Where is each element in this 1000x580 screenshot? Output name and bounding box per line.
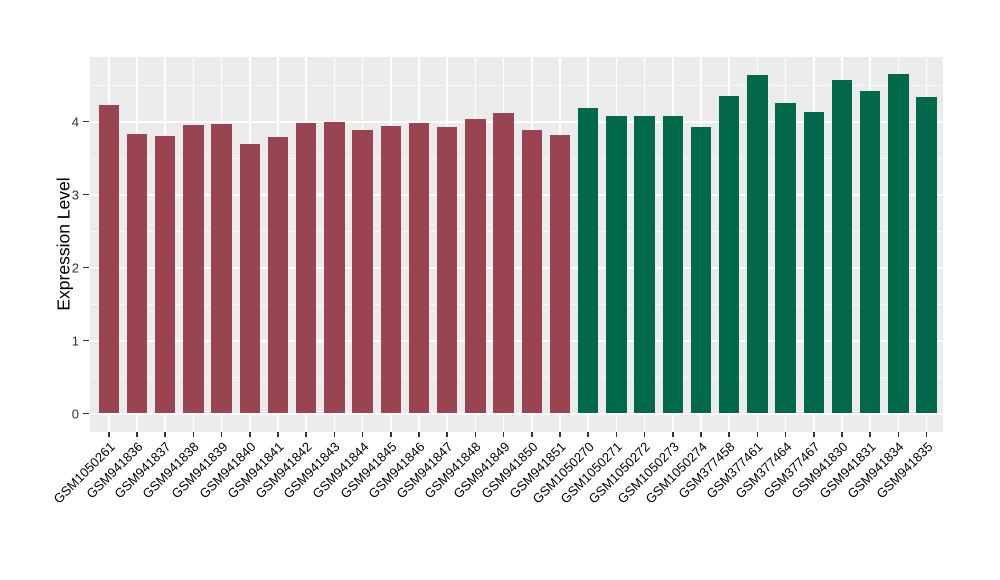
bar-GSM941848 xyxy=(465,118,486,414)
y-tick-mark xyxy=(83,339,89,342)
x-tick-mark xyxy=(615,432,618,437)
y-tick-mark xyxy=(83,266,89,269)
x-tick-mark xyxy=(249,432,251,437)
x-tick-mark xyxy=(136,432,138,437)
bar-GSM941851 xyxy=(549,135,571,414)
x-tick-mark xyxy=(925,432,928,437)
y-tick-label: 0 xyxy=(71,406,79,421)
x-tick-mark xyxy=(502,432,505,437)
y-tick-mark xyxy=(83,120,89,123)
x-tick-mark xyxy=(728,432,730,437)
bar-GSM377467 xyxy=(803,112,825,414)
bar-GSM377464 xyxy=(775,102,796,414)
x-tick-mark xyxy=(672,432,674,437)
minor-gridline xyxy=(90,304,943,305)
x-tick-mark xyxy=(897,432,900,437)
bar-GSM941842 xyxy=(295,122,317,414)
x-tick-mark xyxy=(220,432,223,437)
bar-GSM941845 xyxy=(380,125,402,414)
major-gridline xyxy=(90,193,943,196)
bar-GSM941837 xyxy=(154,136,176,414)
bar-GSM941830 xyxy=(831,79,853,414)
x-tick-mark xyxy=(869,432,871,437)
bar-GSM941839 xyxy=(211,123,232,414)
x-tick-mark xyxy=(587,432,589,437)
major-gridline xyxy=(90,412,943,415)
x-tick-mark xyxy=(474,432,477,437)
y-tick-label: 3 xyxy=(71,187,79,202)
minor-gridline xyxy=(90,377,943,378)
bar-GSM941834 xyxy=(888,74,909,414)
bar-GSM1050273 xyxy=(662,115,684,414)
x-tick-mark xyxy=(700,432,702,437)
x-tick-mark xyxy=(164,432,166,437)
x-tick-mark xyxy=(390,432,392,437)
bar-GSM941847 xyxy=(436,127,458,414)
x-tick-mark xyxy=(108,432,110,437)
bar-GSM1050261 xyxy=(98,105,120,414)
y-tick-label: 4 xyxy=(71,114,79,129)
plot-panel xyxy=(90,57,943,432)
x-tick-mark xyxy=(418,432,420,437)
y-tick-mark xyxy=(83,193,89,196)
y-tick-mark xyxy=(83,412,89,415)
bar-GSM941841 xyxy=(267,136,289,414)
major-gridline xyxy=(90,266,943,269)
bar-GSM941850 xyxy=(521,129,543,414)
x-tick-mark xyxy=(813,432,815,437)
x-tick-mark xyxy=(559,432,561,437)
bar-GSM941844 xyxy=(352,129,373,414)
bar-GSM941846 xyxy=(408,122,430,414)
bar-GSM1050272 xyxy=(634,116,655,414)
bar-GSM1050270 xyxy=(577,107,599,414)
x-tick-mark xyxy=(192,432,195,437)
bar-GSM941838 xyxy=(183,125,204,414)
bar-GSM377461 xyxy=(747,74,768,414)
bar-GSM941836 xyxy=(126,133,148,414)
major-gridline xyxy=(90,120,943,123)
bar-GSM941835 xyxy=(916,97,937,414)
bar-GSM941849 xyxy=(493,113,514,414)
x-tick-mark xyxy=(277,432,279,437)
bar-GSM941843 xyxy=(324,122,345,414)
x-tick-mark xyxy=(784,432,787,437)
y-tick-label: 2 xyxy=(71,260,79,275)
x-tick-mark xyxy=(361,432,364,437)
x-tick-mark xyxy=(333,432,336,437)
minor-gridline xyxy=(90,231,943,232)
x-tick-mark xyxy=(841,432,843,437)
minor-gridline xyxy=(90,158,943,159)
x-tick-mark xyxy=(756,432,759,437)
x-tick-mark xyxy=(643,432,646,437)
x-tick-mark xyxy=(446,432,448,437)
major-gridline xyxy=(90,339,943,342)
bar-GSM941840 xyxy=(239,144,261,414)
x-tick-mark xyxy=(305,432,307,437)
bar-GSM1050271 xyxy=(606,115,627,414)
minor-gridline xyxy=(90,85,943,86)
x-tick-mark xyxy=(531,432,533,437)
y-tick-label: 1 xyxy=(71,333,79,348)
bar-GSM1050274 xyxy=(690,126,712,414)
bar-GSM377458 xyxy=(718,95,740,414)
bar-GSM941831 xyxy=(859,90,881,414)
